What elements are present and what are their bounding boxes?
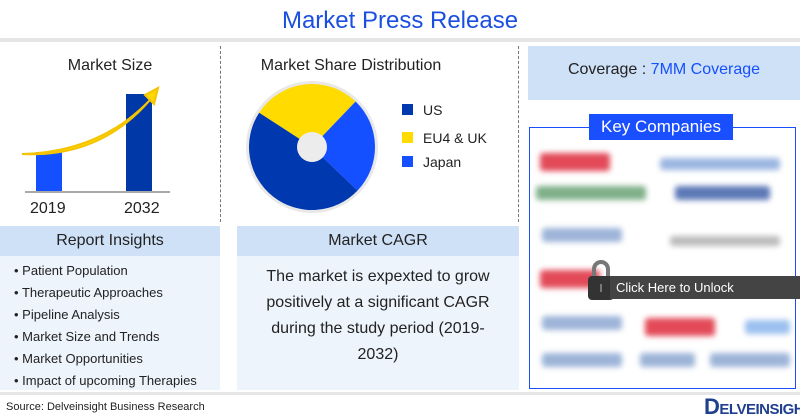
year-label-2032: 2032 xyxy=(124,200,160,217)
market-cagr-title: Market CAGR xyxy=(237,226,519,256)
blurred-company-logo xyxy=(542,228,622,242)
legend-swatch xyxy=(402,132,413,143)
bar-2019 xyxy=(36,152,62,192)
insight-item: Therapeutic Approaches xyxy=(14,282,220,304)
blurred-company-logo xyxy=(675,186,770,200)
source-text: Source: Delveinsight Business Research xyxy=(6,401,205,413)
footer-divider xyxy=(0,392,800,395)
pie-slice-japan xyxy=(312,101,375,191)
market-share-title: Market Share Distribution xyxy=(260,57,442,74)
blurred-company-logo xyxy=(670,236,780,246)
blurred-company-logo xyxy=(710,353,790,367)
legend-label: Japan xyxy=(423,154,462,170)
pie-legend: US EU4 & UK Japan xyxy=(402,102,487,178)
unlock-label: Click Here to Unlock xyxy=(610,276,800,299)
legend-label: US xyxy=(423,102,443,118)
insight-item: Pipeline Analysis xyxy=(14,304,220,326)
legend-label: EU4 & UK xyxy=(423,130,487,146)
legend-swatch xyxy=(402,156,413,167)
lock-icon xyxy=(588,260,614,300)
blurred-company-logo xyxy=(745,320,790,334)
legend-item-us: US xyxy=(402,102,487,130)
insight-item: Market Opportunities xyxy=(14,348,220,370)
delveinsight-logo: DELVEINSIGHT xyxy=(704,394,800,419)
report-insights-list: Patient Population Therapeutic Approache… xyxy=(0,256,220,390)
divider xyxy=(220,46,221,222)
key-companies-box xyxy=(529,127,796,389)
coverage-value: 7MM Coverage xyxy=(650,61,761,78)
divider xyxy=(518,46,519,222)
key-companies-title: Key Companies xyxy=(589,114,733,140)
blurred-company-logo xyxy=(540,270,600,288)
market-cagr-text: The market is expexted to grow positivel… xyxy=(237,256,519,390)
pie-chart xyxy=(246,81,378,213)
coverage-label: Coverage : xyxy=(567,61,647,78)
page-title: Market Press Release xyxy=(0,0,800,42)
blurred-company-logo xyxy=(640,353,695,367)
report-insights-title: Report Insights xyxy=(0,226,220,256)
pie-slice-eu4-uk xyxy=(259,84,356,147)
insight-item: Impact of upcoming Therapies xyxy=(14,370,220,392)
blurred-company-logo xyxy=(542,353,622,367)
market-size-title: Market Size xyxy=(67,57,153,74)
bar-2032 xyxy=(126,94,152,192)
legend-item-japan: Japan xyxy=(402,154,487,178)
legend-swatch xyxy=(402,104,413,115)
blurred-company-logo xyxy=(536,186,646,200)
blurred-company-logo xyxy=(540,153,610,171)
coverage-box: Coverage : 7MM Coverage xyxy=(528,46,800,100)
growth-arrow xyxy=(21,86,160,156)
insight-item: Market Size and Trends xyxy=(14,326,220,348)
blurred-company-logo xyxy=(542,316,622,330)
legend-item-eu4-uk: EU4 & UK xyxy=(402,130,487,154)
market-size-chart xyxy=(21,86,170,193)
pie-center xyxy=(297,132,327,162)
blurred-company-logo xyxy=(645,318,715,336)
year-label-2019: 2019 xyxy=(30,200,66,217)
pie-slice-us xyxy=(248,112,358,211)
blurred-company-logo xyxy=(660,158,780,170)
insight-item: Patient Population xyxy=(14,260,220,282)
